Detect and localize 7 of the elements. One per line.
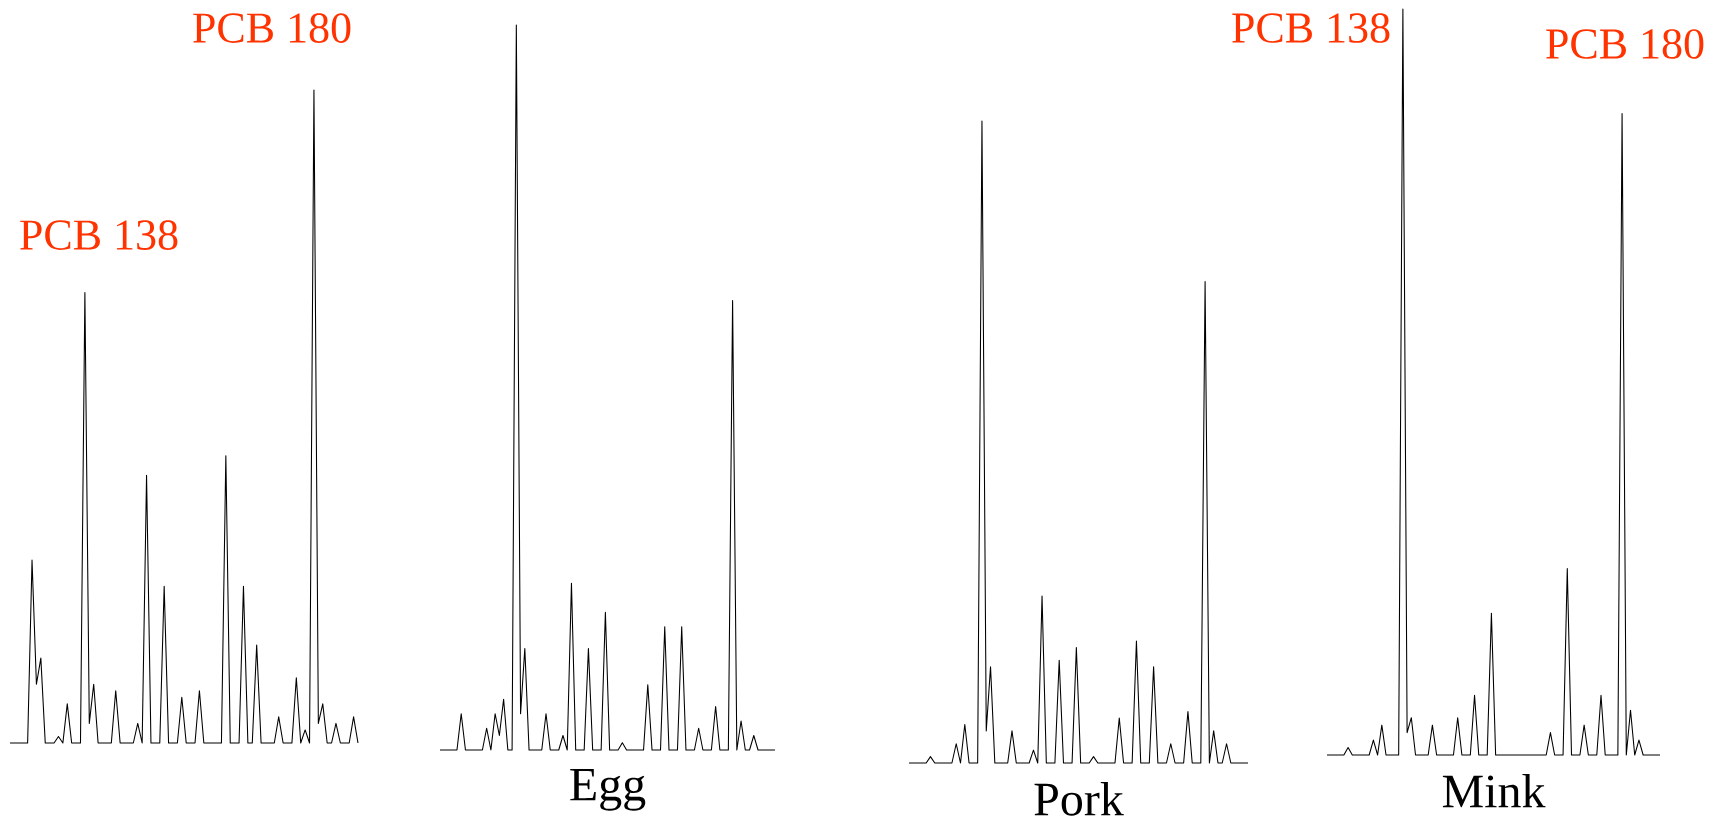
annotation: PCB 138 bbox=[20, 220, 178, 250]
text: Pork bbox=[1034, 781, 1124, 816]
annotation: PCB 138 bbox=[1232, 13, 1390, 43]
text: PCB 180 bbox=[193, 13, 351, 43]
annotation: PCB 180 bbox=[1546, 29, 1704, 59]
text: Egg bbox=[570, 768, 646, 811]
text: Mink bbox=[1442, 773, 1546, 808]
